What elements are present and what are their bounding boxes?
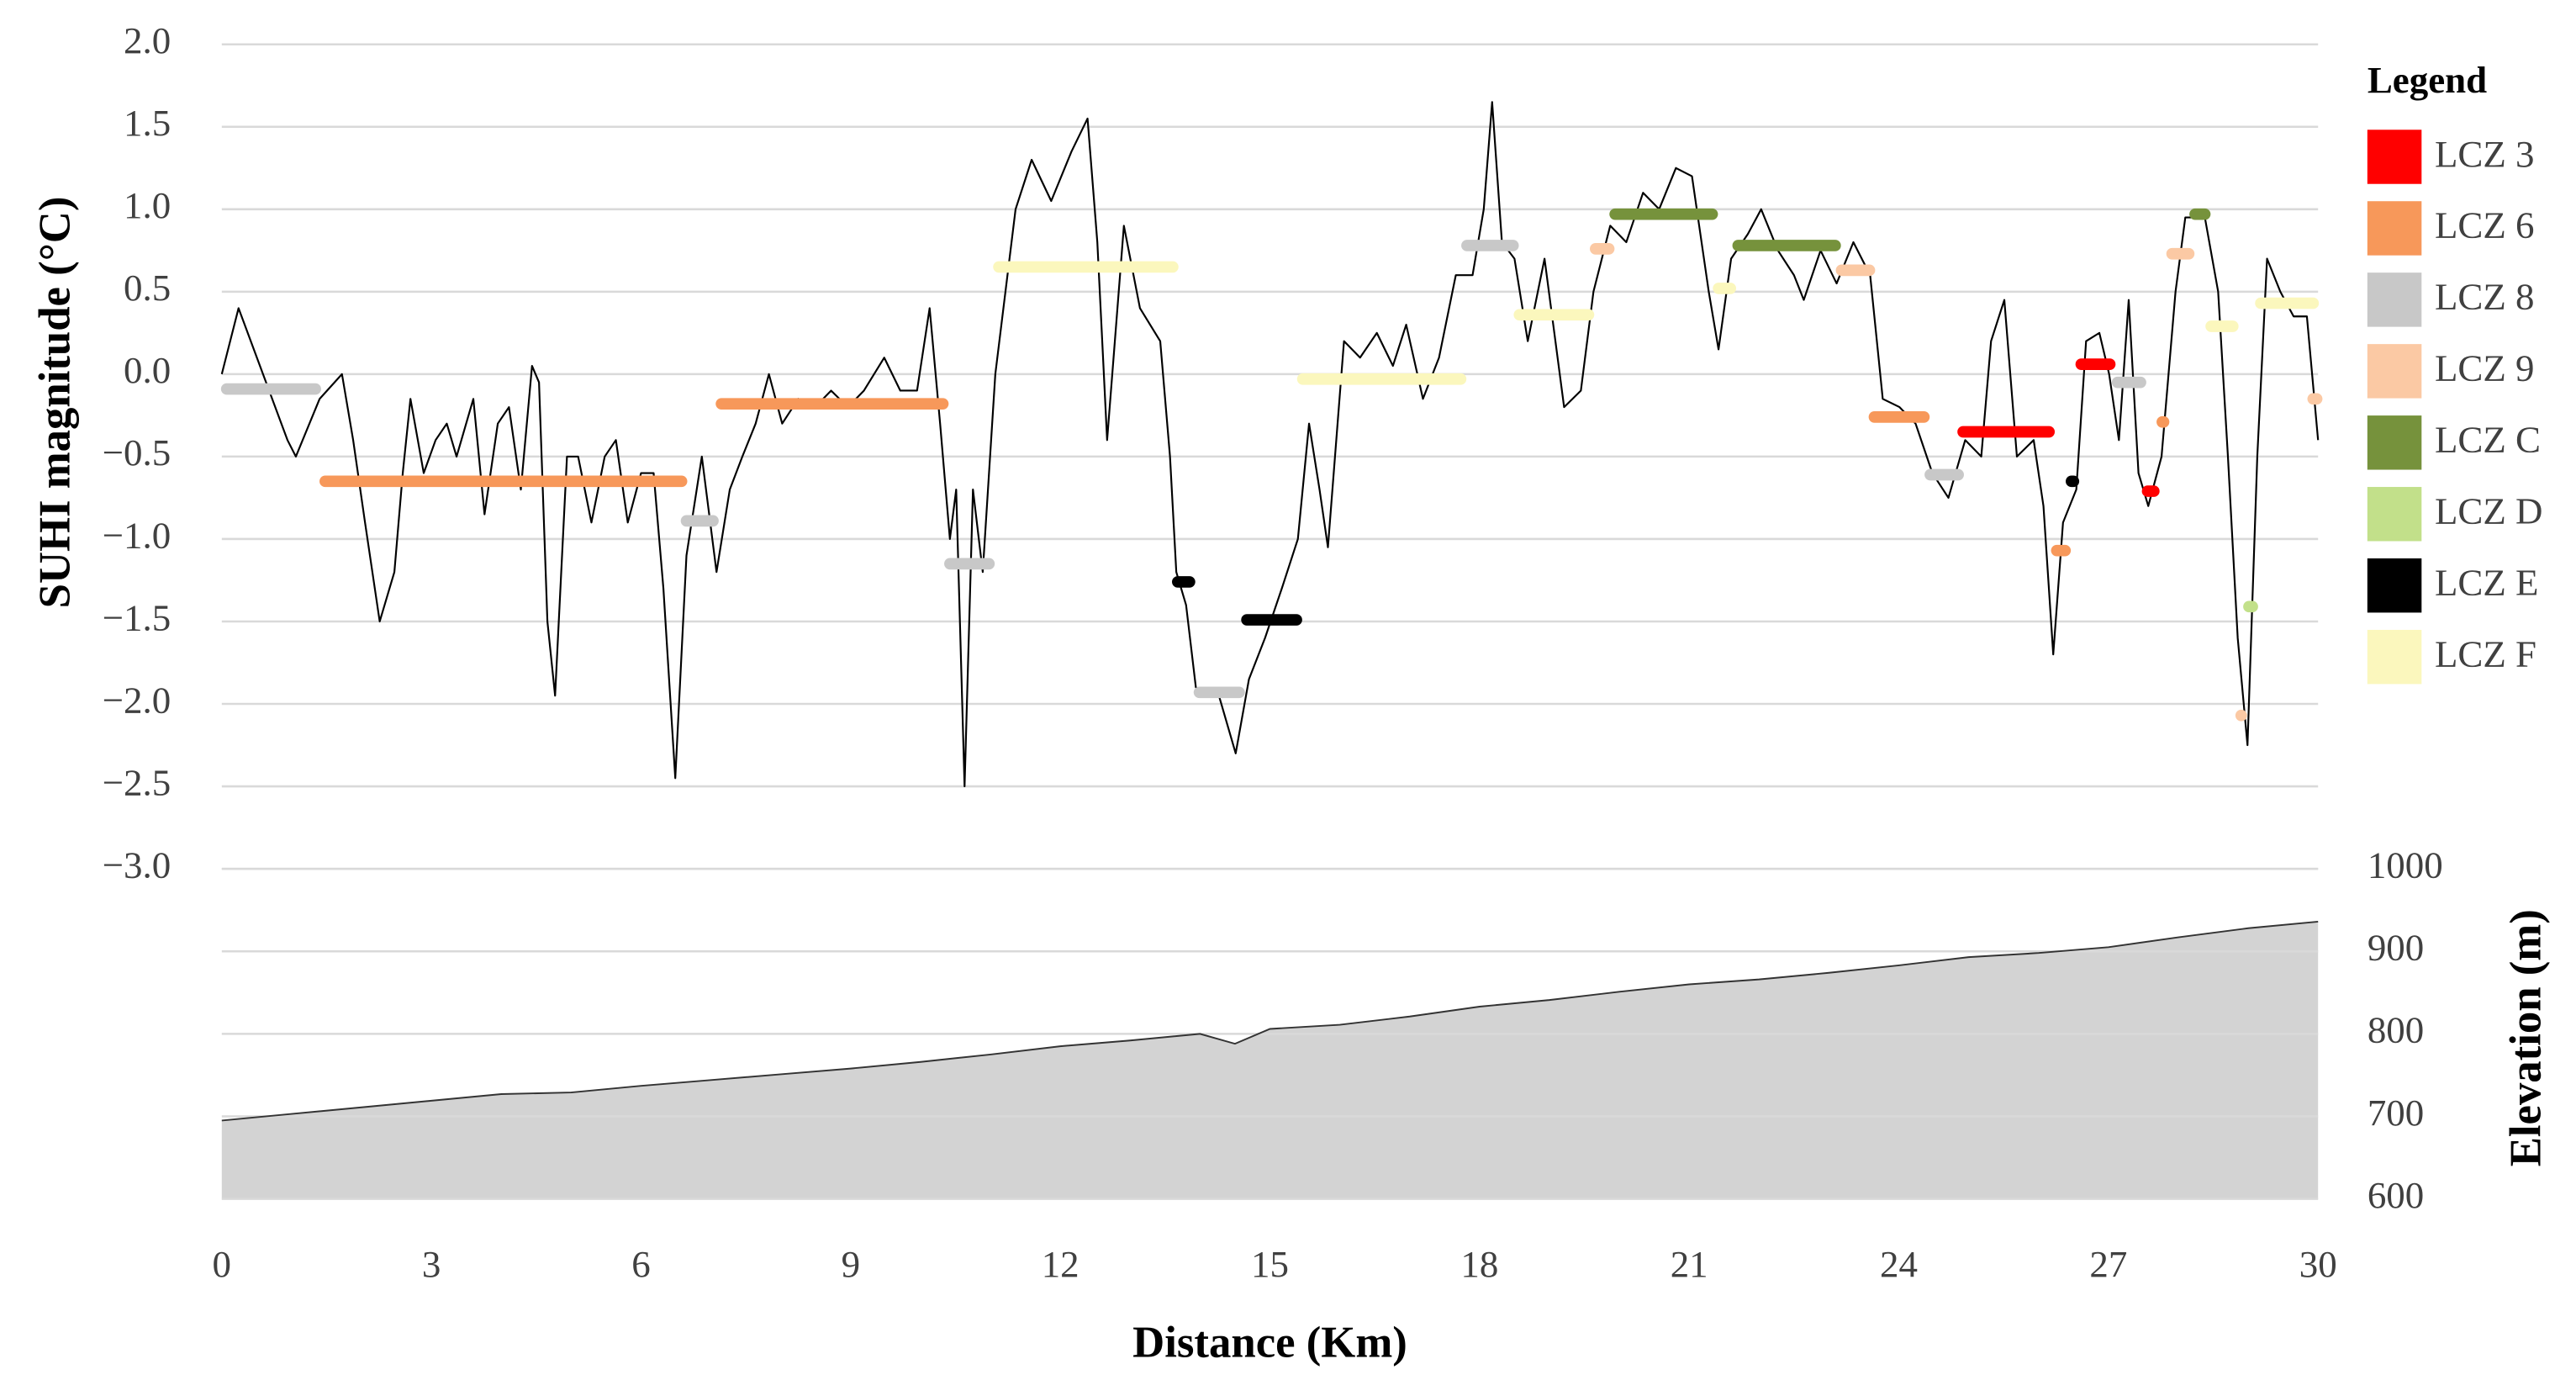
y-tick-label: 1.5 [124, 102, 171, 144]
x-tick-label: 3 [422, 1243, 441, 1285]
x-tick-label: 24 [1880, 1243, 1918, 1285]
elevation-area [221, 921, 2319, 1199]
legend-label: LCZ D [2435, 490, 2543, 532]
legend-label: LCZ 6 [2435, 204, 2535, 246]
y-tick-label: −2.5 [103, 761, 172, 803]
y2-tick-label: 900 [2367, 927, 2424, 969]
legend-label: LCZ E [2435, 562, 2539, 604]
legend-swatch [2367, 130, 2422, 184]
y-axis-title: SUHI magnitude (°C) [30, 197, 79, 609]
x-tick-label: 27 [2089, 1243, 2127, 1285]
y-tick-label: 0.5 [124, 267, 171, 309]
x-tick-label: 30 [2299, 1243, 2337, 1285]
legend-label: LCZ F [2435, 632, 2536, 674]
x-tick-label: 12 [1042, 1243, 1079, 1285]
y-tick-label: 2.0 [124, 19, 171, 61]
legend-swatch [2367, 629, 2422, 685]
legend-swatch [2367, 487, 2422, 542]
y-tick-label: −0.5 [103, 431, 172, 473]
legend-title: Legend [2367, 59, 2487, 101]
x-tick-label: 15 [1251, 1243, 1289, 1285]
legend-label: LCZ 9 [2435, 347, 2535, 389]
legend-swatch [2367, 344, 2422, 399]
y-tick-label: 1.0 [124, 184, 171, 226]
y2-tick-label: 800 [2367, 1009, 2424, 1051]
y-tick-label: −1.0 [103, 514, 172, 556]
legend-swatch [2367, 415, 2422, 470]
x-axis-title: Distance (Km) [1132, 1319, 1407, 1367]
legend-label: LCZ 8 [2435, 276, 2535, 318]
y2-axis-title: Elevation (m) [2501, 909, 2550, 1166]
x-tick-label: 18 [1460, 1243, 1498, 1285]
legend-swatch [2367, 558, 2422, 613]
y-tick-label: 0.0 [124, 349, 171, 391]
suhi-line [220, 101, 2320, 788]
y2-tick-label: 1000 [2367, 843, 2443, 886]
y-tick-label: −1.5 [103, 596, 172, 638]
x-tick-label: 21 [1671, 1243, 1708, 1285]
legend-swatch [2367, 272, 2422, 327]
y-tick-label: −3.0 [103, 843, 172, 886]
legend-label: LCZ 3 [2435, 133, 2535, 175]
x-tick-label: 9 [842, 1243, 860, 1285]
y2-tick-label: 700 [2367, 1092, 2424, 1134]
y2-tick-label: 600 [2367, 1174, 2424, 1216]
y-tick-label: −2.0 [103, 679, 172, 721]
legend-swatch [2367, 201, 2422, 256]
x-tick-label: 6 [631, 1243, 650, 1285]
elevation-line [221, 920, 2319, 1122]
x-tick-label: 0 [213, 1243, 231, 1285]
legend-label: LCZ C [2435, 419, 2541, 461]
